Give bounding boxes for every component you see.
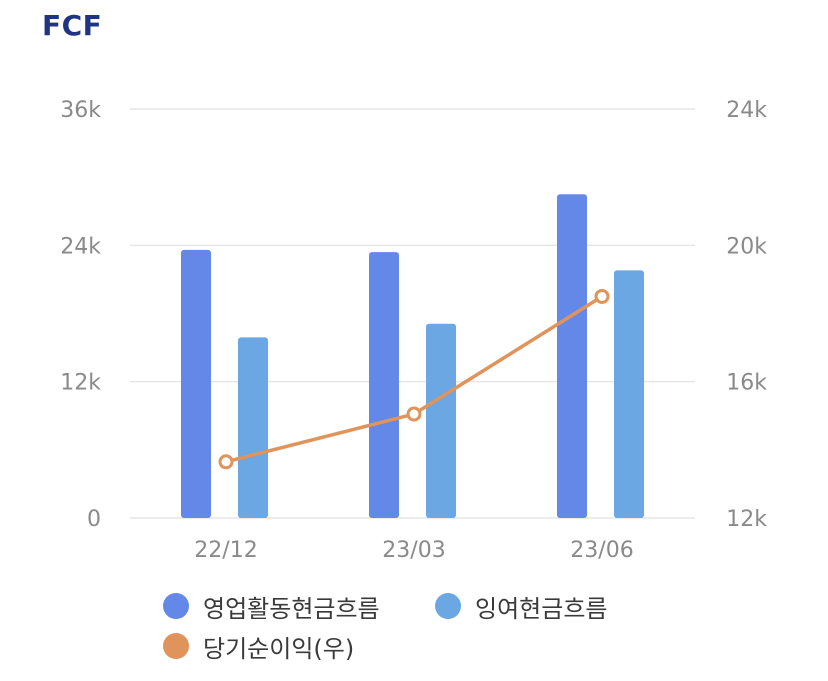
y-right-tick-label: 12k [726,507,767,532]
line-point [406,406,422,422]
legend-label-free-cash-flow: 잉여현금흐름 [475,594,608,623]
bar [426,323,456,518]
legend-swatch-operating-cash-flow [163,593,189,619]
x-tick-label: 23/03 [382,538,445,563]
fcf-chart: 0 12k 24k 36k 12k 16k 20k 24k 22/12 23/03 23/06 [60,98,767,563]
legend-item-net-income[interactable]: 당기순이익(우) [163,626,354,666]
bar [369,252,399,518]
y-left-tick-label: 36k [60,98,101,123]
legend-label-net-income: 당기순이익(우) [203,634,355,663]
bar [181,249,211,518]
legend-item-operating-cash-flow[interactable]: 영업활동현금흐름 [163,586,380,626]
y-left-tick-label: 0 [87,507,101,532]
legend-swatch-net-income [163,633,189,659]
y-right-tick-label: 24k [726,98,767,123]
y-right-tick-label: 20k [726,234,767,259]
bar [557,194,587,519]
y-right-tick-label: 16k [726,371,767,396]
line-point [594,288,610,304]
chart-title: FCF [42,9,103,42]
line-point [218,454,234,470]
line-series [224,294,604,464]
bar [238,337,268,518]
legend-label-operating-cash-flow: 영업활동현금흐름 [203,594,380,623]
bar [614,270,644,518]
y-left-tick-label: 12k [60,371,101,396]
legend-item-free-cash-flow[interactable]: 잉여현금흐름 [435,586,607,626]
y-left-tick-label: 24k [60,234,101,259]
x-tick-label: 22/12 [194,538,257,563]
legend-swatch-free-cash-flow [435,593,461,619]
x-tick-label: 23/06 [570,538,633,563]
